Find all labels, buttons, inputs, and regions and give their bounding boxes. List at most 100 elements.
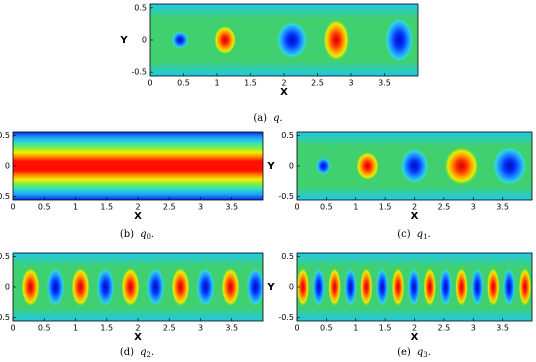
x-tick-label: 1.5 <box>100 203 113 212</box>
x-tick-label: 1.5 <box>379 203 392 212</box>
caption: (d) q2. <box>120 347 154 360</box>
caption-symbol: q <box>273 113 279 124</box>
plot: 00.511.522.533.5-0.500.5XY(b)q0. <box>0 131 264 242</box>
x-tick-label: 3 <box>348 79 353 88</box>
field-bg <box>13 132 263 200</box>
x-tick-label: 0.5 <box>38 324 51 333</box>
x-axis-label: X <box>411 211 419 222</box>
blob <box>399 147 430 185</box>
x-tick-label: 2 <box>412 203 417 212</box>
y-tick-label: 0 <box>5 162 10 171</box>
x-tick-label: 0.5 <box>320 324 333 333</box>
x-tick-label: 3 <box>198 324 203 333</box>
x-tick-label: 2.5 <box>438 203 451 212</box>
blob <box>171 266 190 308</box>
blob <box>121 266 140 308</box>
blob <box>322 18 350 62</box>
caption-punct: . <box>428 347 431 358</box>
blob <box>359 266 373 308</box>
x-tick-label: 3.5 <box>496 203 509 212</box>
y-tick-label: 0 <box>289 162 294 171</box>
x-tick-label: 0 <box>10 324 15 333</box>
caption-punct: . <box>279 113 282 124</box>
caption-sub: 2 <box>146 351 150 359</box>
x-tick-label: 3.5 <box>225 203 238 212</box>
plot: 0 0.5 1 1.5 2 2.5 3 3.5-0.500.5XY(e) q3. <box>266 252 533 359</box>
y-tick-label: -0.5 <box>0 192 10 201</box>
x-tick-label: 0 <box>294 324 299 333</box>
y-tick-label: 0 <box>142 36 147 45</box>
caption-symbol: q <box>417 229 423 240</box>
blob <box>423 266 437 308</box>
x-tick-label: 0 <box>10 203 15 212</box>
x-tick-label: 0.5 <box>177 79 190 88</box>
blob <box>492 145 528 187</box>
plot: 0 0.5 1 1.5 2 2.5 3 3.5-0.500.5XY(a) q. <box>119 3 419 124</box>
blob <box>344 266 357 308</box>
blob <box>455 266 468 308</box>
x-tick-label: 2.5 <box>163 324 176 333</box>
y-tick-label: -0.5 <box>278 313 294 322</box>
caption: (b) q0. <box>120 229 154 242</box>
blob <box>213 25 237 55</box>
plot: 0 0.5 1 1.5 2 2.5 3 3.5-0.500.5XY(c) q1. <box>266 131 533 242</box>
x-tick-label: 0 <box>294 203 299 212</box>
x-tick-label: 0.5 <box>38 203 51 212</box>
y-tick-label: 0 <box>5 283 10 292</box>
x-tick-label: 2.5 <box>438 324 451 333</box>
x-tick-label: 2.5 <box>163 203 176 212</box>
blob <box>96 266 115 308</box>
y-tick-label: -0.5 <box>278 192 294 201</box>
blob <box>275 20 309 60</box>
x-tick-label: 2 <box>281 79 286 88</box>
caption-punct: . <box>428 229 431 240</box>
blob <box>171 31 189 49</box>
caption-symbol: q <box>140 229 146 240</box>
caption-symbol: q <box>140 347 146 358</box>
blob <box>297 266 310 308</box>
y-tick-label: -0.5 <box>131 68 147 77</box>
x-tick-label: 3.5 <box>378 79 391 88</box>
x-tick-label: 1 <box>353 324 358 333</box>
caption-label: (a) <box>253 113 267 124</box>
x-tick-label: 3.5 <box>225 324 238 333</box>
x-axis-label: X <box>280 87 288 98</box>
blob <box>439 266 453 308</box>
y-tick-label: 0 <box>289 283 294 292</box>
x-tick-label: 3 <box>471 324 476 333</box>
blob <box>518 266 532 308</box>
blob <box>196 266 215 308</box>
field <box>13 253 263 321</box>
blob <box>246 266 263 308</box>
caption-symbol: q <box>417 347 423 358</box>
x-axis-label: X <box>134 211 142 222</box>
y-tick-label: 0.5 <box>0 131 10 140</box>
x-tick-label: 3 <box>471 203 476 212</box>
x-tick-label: 0.5 <box>320 203 333 212</box>
caption-label: (e) <box>397 347 411 358</box>
plot: 00.511.522.533.5-0.500.5XY(d)q2. <box>0 252 264 360</box>
y-tick-label: 0.5 <box>0 252 10 261</box>
blob <box>486 266 500 308</box>
x-tick-label: 1 <box>73 324 78 333</box>
x-tick-label: 1 <box>214 79 219 88</box>
caption-sub: 1 <box>423 233 427 241</box>
blob <box>443 146 480 186</box>
blob <box>384 16 414 64</box>
y-tick-label: 0.5 <box>281 252 294 261</box>
x-tick-label: 1 <box>73 203 78 212</box>
x-tick-label: 0 <box>147 79 152 88</box>
y-tick-label: 0.5 <box>134 3 147 12</box>
x-axis-label: X <box>411 332 419 343</box>
blob <box>221 266 240 308</box>
caption-label: (b) <box>120 229 134 240</box>
field <box>297 132 532 200</box>
caption-punct: . <box>151 229 154 240</box>
caption: (c) q1. <box>397 229 430 242</box>
blob <box>375 266 389 308</box>
blob <box>328 266 342 308</box>
y-axis-label: Y <box>266 282 275 293</box>
x-tick-label: 1.5 <box>100 324 113 333</box>
caption-label: (d) <box>120 347 134 358</box>
